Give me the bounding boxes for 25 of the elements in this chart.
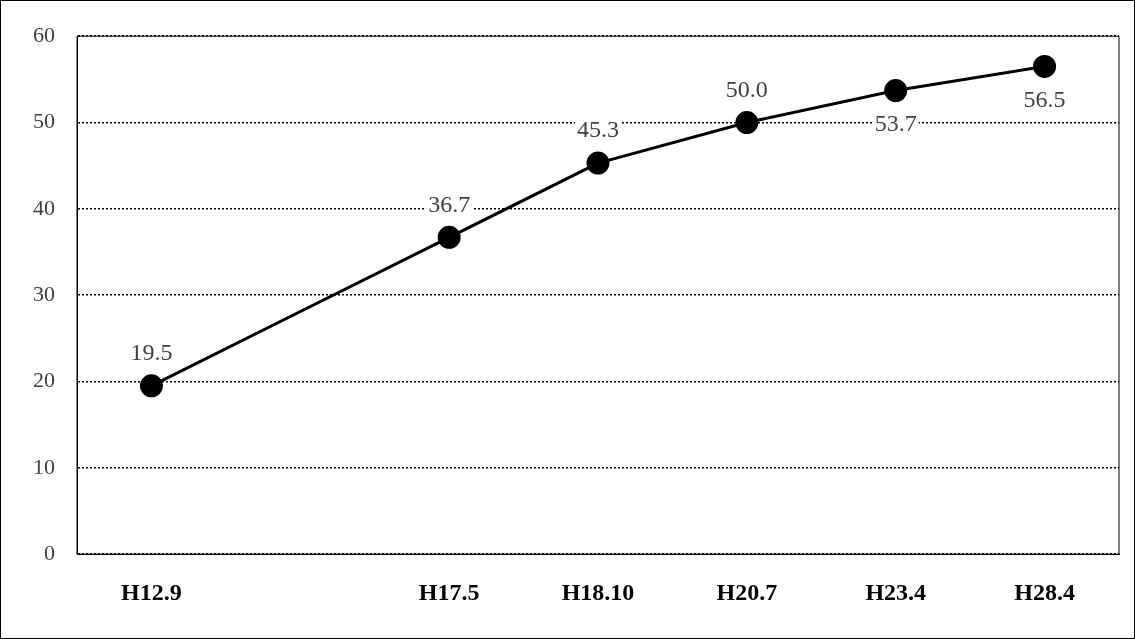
text: 50.0 [725,75,768,102]
text: 45.3 [577,116,619,143]
point [884,79,908,103]
text: 56.5 [1023,85,1066,112]
text: 53.7 [874,109,917,136]
text: 36.7 [428,190,471,217]
y-tick-label: 0 [44,539,55,565]
x-tick-label: H28.4 [1014,578,1075,605]
y-tick-label: 10 [33,453,55,479]
point [735,111,759,135]
point [139,374,163,398]
point [586,151,610,175]
x-tick-label: H17.5 [418,578,480,605]
y-tick-label: 40 [33,194,55,220]
x-tick-label: H18.10 [561,578,635,605]
y-tick-label: 60 [33,21,55,47]
y-tick-label: 20 [33,367,55,393]
x-tick-label: H12.9 [121,578,182,605]
point [1033,54,1057,78]
x-tick-label: H23.4 [865,578,927,605]
y-tick-label: 30 [33,280,55,306]
point [437,225,461,249]
x-tick-label: H20.7 [716,578,778,605]
text: 19.5 [130,339,173,366]
y-tick-label: 50 [33,108,55,134]
